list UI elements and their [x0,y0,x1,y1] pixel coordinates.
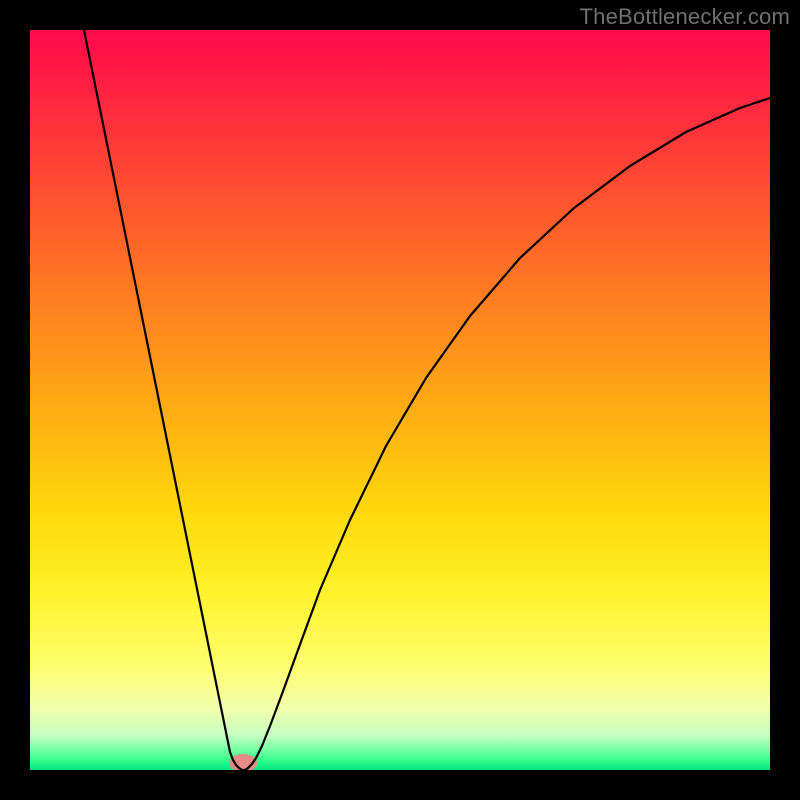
bottleneck-curve [84,30,770,770]
plot-area [30,30,770,770]
curve-layer [30,30,770,770]
watermark-text: TheBottlenecker.com [580,4,790,30]
chart-container: TheBottlenecker.com [0,0,800,800]
